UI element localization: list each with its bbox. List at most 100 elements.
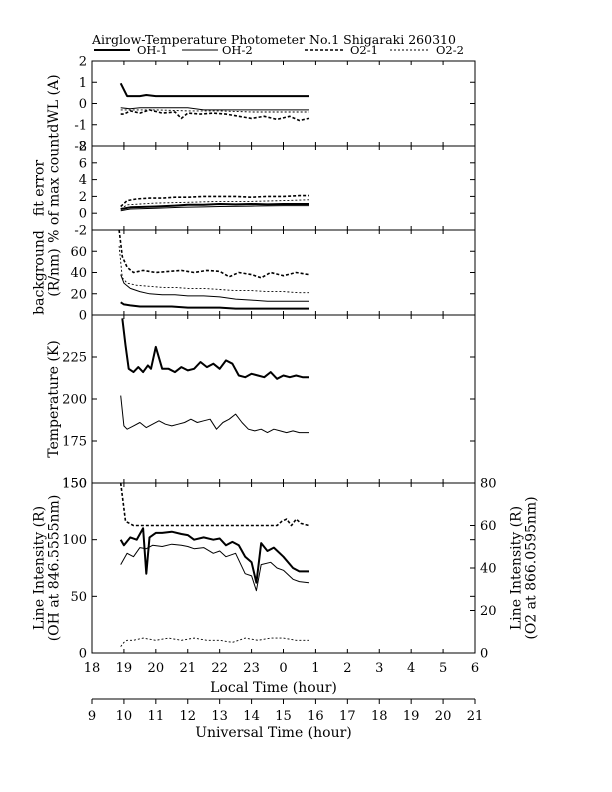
y-tick-label: 2 [79, 190, 87, 205]
legend-label-oh-2: OH-2 [222, 43, 253, 57]
series-oh-1 [120, 301, 309, 310]
y-axis-title: background (R/nm) [32, 230, 63, 315]
panel-frame [91, 145, 476, 231]
y-tick-label: 0 [79, 207, 87, 222]
y-right-tick-label: 60 [480, 519, 497, 534]
legend-label-o2-1: O2-1 [350, 43, 378, 57]
ut-tick-label: 16 [307, 709, 324, 724]
series-oh-2 [120, 205, 309, 212]
x-tick-label: 5 [439, 661, 447, 676]
ut-tick-label: 15 [275, 709, 292, 724]
panel-frame [91, 229, 476, 316]
y-axis-title-line-2: (OH at 846.5555nm) [47, 495, 63, 642]
y-tick-label: 4 [79, 173, 87, 188]
y-tick-label: 1 [79, 76, 87, 91]
y-axis-title-line-1: fit error [32, 160, 48, 217]
universal-time-axis: 9 10 11 12 13 14 15 16 17 18 19 20 21 Universal Time … [88, 698, 484, 741]
series-oh-2 [120, 395, 309, 434]
ut-tick-label: 14 [243, 709, 260, 724]
y-tick-label: 2 [79, 55, 87, 70]
legend-label-oh-1: OH-1 [137, 43, 168, 57]
series-o2-2 [118, 245, 309, 294]
ut-tick-label: 21 [467, 709, 484, 724]
panel-frame [91, 482, 476, 654]
x-tick-label: 18 [84, 661, 101, 676]
x-tick-label: 0 [279, 661, 287, 676]
ut-tick-label: 18 [371, 709, 388, 724]
series-oh-1 [121, 318, 309, 380]
series-o2-2 [120, 199, 310, 210]
x-tick-label: 23 [243, 661, 260, 676]
ut-tick-label: 19 [403, 709, 420, 724]
series-oh-2 [120, 107, 309, 111]
x-axis-title: Local Time (hour) [210, 680, 337, 696]
series-oh-1 [119, 82, 309, 98]
panel-2: -2 0 2 4 68 fit error% of max count [32, 133, 476, 243]
y-tick-label: 150 [62, 477, 87, 492]
x-tick-label: 20 [148, 661, 165, 676]
series-o2-1 [118, 230, 310, 279]
series-o2-1 [119, 483, 310, 527]
y-tick-label: 60 [70, 245, 87, 260]
x-tick-label: 2 [343, 661, 351, 676]
y-right-tick-label: 80 [480, 477, 497, 492]
panel-frame [91, 314, 476, 484]
x-tick-label: 3 [375, 661, 383, 676]
x-tick-label: 22 [211, 661, 228, 676]
panel-frame [91, 60, 476, 147]
y-right-axis-title-line-2: (O2 at 866.0595nm) [524, 496, 540, 639]
y-axis-title-line-1: Line Intensity (R) [32, 506, 48, 630]
y-tick-label: 20 [70, 287, 87, 302]
series-oh-1 [120, 203, 309, 210]
ut-tick-label: 11 [148, 709, 165, 724]
y-right-axis-title-line-1: Line Intensity (R) [509, 506, 525, 630]
x-tick-label: 19 [116, 661, 133, 676]
ut-axis-title: Universal Time (hour) [195, 725, 352, 741]
y-tick-label: 100 [62, 533, 87, 548]
y-tick-label: 6 [79, 156, 87, 171]
ut-tick-label: 17 [339, 709, 356, 724]
x-tick-label: 4 [407, 661, 415, 676]
y-right-tick-label: 20 [480, 604, 497, 619]
y-tick-label: 0 [79, 97, 87, 112]
y-axis-title: Line Intensity (R) (OH at 846.5555nm) [32, 495, 63, 642]
series-o2-2 [120, 109, 309, 113]
y-right-axis-title: Line Intensity (R) (O2 at 866.0595nm) [509, 496, 540, 639]
y-tick-label: -1 [74, 118, 87, 133]
series-oh-2 [120, 543, 310, 592]
y-axis-title: dWL (A) [46, 74, 62, 132]
x-tick-label: 21 [179, 661, 196, 676]
y-tick-label: 40 [70, 266, 87, 281]
y-axis-title-line-1: dWL (A) [46, 74, 62, 132]
y-axis-title-line-2: % of max count [47, 133, 63, 243]
y-tick-label: 0 [79, 309, 87, 324]
series-o2-1 [120, 194, 309, 208]
x-tick-label: 6 [471, 661, 479, 676]
series-o2-2 [120, 637, 309, 647]
ut-tick-label: 13 [211, 709, 228, 724]
panels: -2 -1 0 1 2 dWL (A) -2 0 2 4 68 fit error% of max c… [32, 55, 540, 662]
y-tick-label: 0 [79, 647, 87, 662]
ut-tick-label: 20 [435, 709, 452, 724]
y-tick-label: 50 [70, 590, 87, 605]
y-axis-title: fit error% of max count [32, 133, 63, 243]
x-tick-label: 1 [311, 661, 319, 676]
panel-3: 0 20 40 60 background (R/nm) [32, 229, 476, 324]
y-right-tick-label: 0 [480, 647, 488, 662]
y-tick-label: 225 [62, 351, 87, 366]
ut-tick-label: 12 [179, 709, 196, 724]
y-axis-title-line-2: (R/nm) [47, 248, 63, 296]
panel-1: -2 -1 0 1 2 dWL (A) [46, 55, 476, 155]
y-tick-label: 200 [62, 393, 87, 408]
y-tick-label: -2 [74, 224, 87, 239]
chart-title: Airglow-Temperature Photometer No.1 Shig… [91, 32, 456, 47]
ut-tick-label: 10 [116, 709, 133, 724]
y-tick-label: 150 [62, 477, 87, 492]
legend: OH-1 OH-2 O2-1 O2-2 [94, 43, 464, 57]
series-o2-1 [120, 109, 310, 122]
y-right-tick-label: 40 [480, 562, 497, 577]
y-tick-label: -2 [74, 140, 87, 155]
